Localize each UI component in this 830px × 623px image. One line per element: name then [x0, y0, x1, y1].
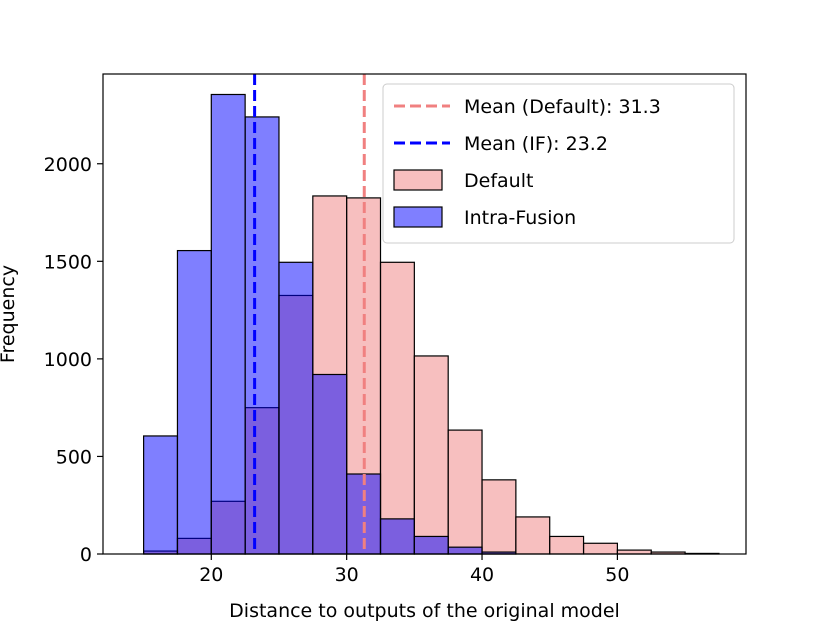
x-tick-label: 50	[605, 564, 629, 586]
bar-default-12	[549, 535, 585, 555]
legend-patch-swatch	[393, 206, 443, 228]
y-tick-label: 2000	[44, 154, 92, 176]
y-axis-label: Frequency	[0, 265, 19, 363]
legend: Mean (Default): 31.3 Mean (IF): 23.2 Defau…	[382, 83, 735, 244]
bar-default-9	[447, 429, 483, 555]
bar-intra-fusion-7	[379, 518, 415, 555]
legend-label: Default	[464, 170, 533, 192]
x-tick-label: 30	[335, 564, 359, 586]
mean-lines	[253, 74, 366, 554]
bar-intra-fusion-9	[447, 546, 483, 555]
legend-frame	[382, 83, 735, 244]
bar-intra-fusion-1	[176, 249, 212, 555]
bar-intra-fusion-2	[210, 93, 246, 555]
bar-default-10	[481, 479, 517, 555]
bar-intra-fusion-3	[244, 116, 280, 555]
legend-label: Mean (Default): 31.3	[464, 96, 661, 118]
y-tick-label: 1500	[44, 251, 92, 273]
bar-default-11	[515, 516, 551, 555]
bar-intra-fusion-8	[413, 535, 449, 555]
plot-frame	[102, 73, 747, 555]
bar-default-8	[413, 355, 449, 555]
legend-patch-swatch	[393, 169, 443, 191]
x-tick-label: 20	[199, 564, 223, 586]
legend-label: Mean (IF): 23.2	[464, 133, 608, 155]
y-tick-label: 500	[56, 446, 92, 468]
bar-default-13	[582, 542, 619, 555]
x-axis-ticks: 20 30 40 50	[199, 554, 629, 586]
series-intra-fusion-bars	[143, 93, 517, 555]
bar-intra-fusion-5	[312, 373, 348, 555]
y-tick-label: 0	[80, 544, 92, 566]
x-tick-label: 40	[470, 564, 494, 586]
y-axis-ticks: 0 500 1000 1500 2000	[44, 154, 103, 566]
y-tick-label: 1000	[44, 349, 92, 371]
bar-intra-fusion-0	[143, 435, 179, 555]
legend-label: Intra-Fusion	[464, 207, 576, 229]
x-axis-label: Distance to outputs of the original mode…	[229, 600, 620, 622]
bar-default-7	[379, 261, 415, 555]
bar-intra-fusion-4	[278, 261, 314, 555]
